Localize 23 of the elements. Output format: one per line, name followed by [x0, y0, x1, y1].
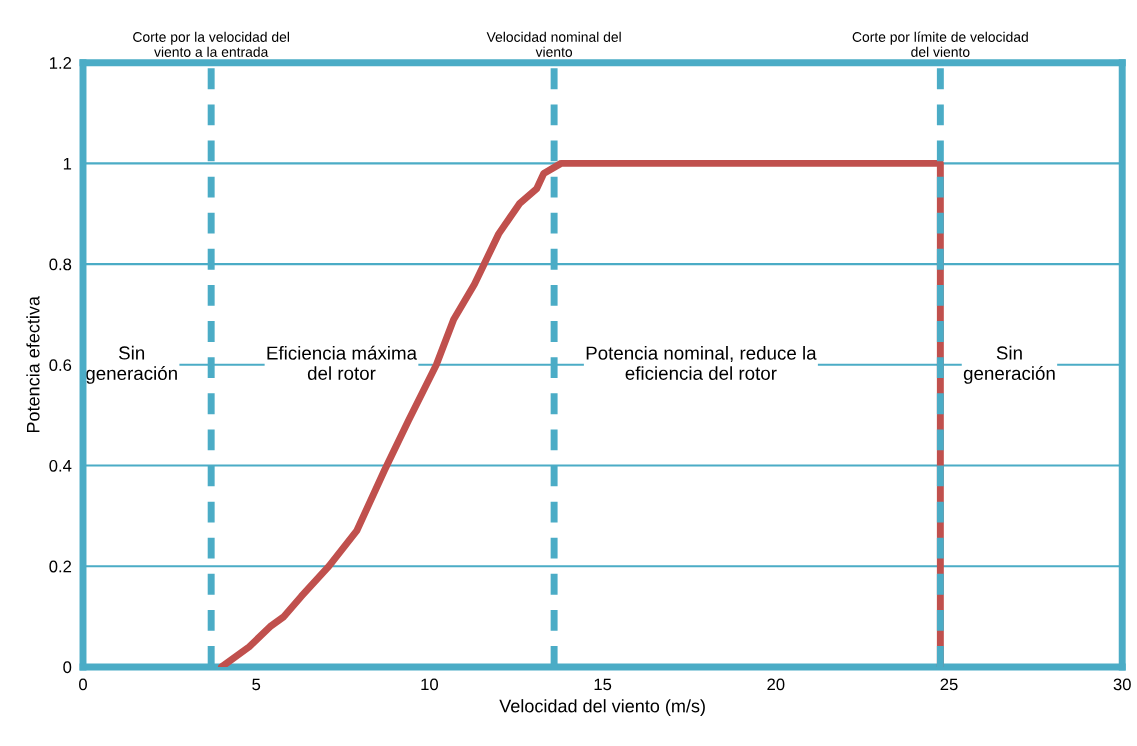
x-tick-label: 25 — [940, 678, 958, 691]
annotation: Eficiencia máxima del rotor — [267, 345, 418, 380]
y-tick-label: 0.2 — [49, 560, 72, 573]
y-tick-label: 1.2 — [49, 57, 72, 69]
x-tick-label: 5 — [252, 678, 261, 691]
x-tick-label: 10 — [421, 678, 439, 691]
ref-line-label: Corte por la velocidad del viento a la entrada — [133, 31, 289, 57]
annotation: Sin generación — [963, 345, 1055, 384]
annotation: Potencia nominal, reduce la eficiencia del rotor — [586, 345, 817, 380]
y-tick-label: 1 — [63, 157, 72, 170]
annotation: Sin generación — [86, 345, 177, 384]
x-axis-title: Velocidad del viento (m/s) — [499, 699, 705, 716]
y-axis-title: Potencia efectiva — [26, 296, 40, 433]
x-tick-label: 15 — [594, 678, 612, 691]
y-tick-label: 0 — [63, 661, 72, 674]
y-tick-label: 0.6 — [49, 359, 72, 371]
x-tick-label: 20 — [767, 678, 785, 691]
ref-line-label: Velocidad nominal del viento — [486, 31, 621, 57]
x-tick-label: 0 — [79, 678, 87, 691]
y-tick-label: 0.8 — [49, 258, 72, 271]
x-tick-label: 30 — [1113, 678, 1131, 691]
y-tick-label: 0.4 — [49, 459, 72, 472]
ref-line-label: Corte por límite de velocidad del viento — [852, 31, 1028, 57]
